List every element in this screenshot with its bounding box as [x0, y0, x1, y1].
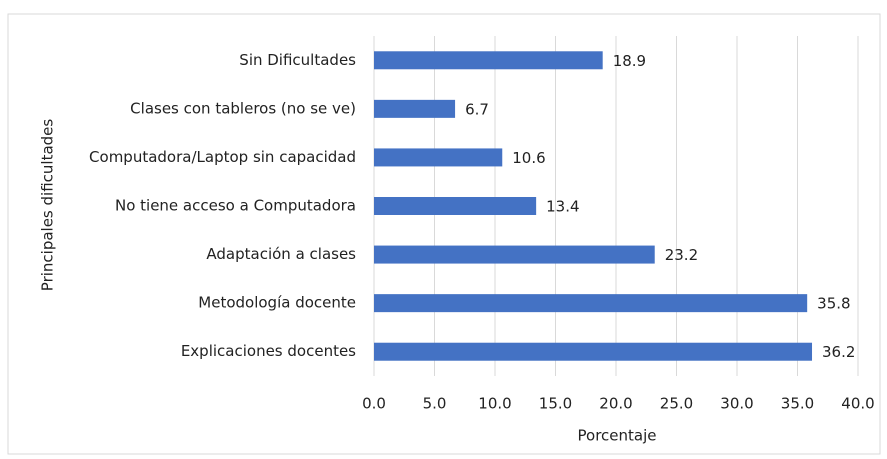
bar — [374, 51, 603, 70]
y-tick-label: Computadora/Laptop sin capacidad — [89, 148, 356, 166]
x-tick-label: 40.0 — [841, 395, 874, 413]
x-tick-label: 5.0 — [423, 395, 447, 413]
y-tick-label: Adaptación a clases — [206, 245, 356, 263]
x-tick-label: 30.0 — [720, 395, 753, 413]
x-axis-title: Porcentaje — [578, 427, 657, 445]
bar — [374, 148, 503, 167]
data-label: 35.8 — [817, 295, 850, 313]
y-axis-title: Principales dificultades — [39, 119, 57, 292]
y-tick-label: No tiene acceso a Computadora — [115, 197, 356, 215]
bar — [374, 245, 655, 264]
y-tick-label: Explicaciones docentes — [181, 342, 356, 360]
bar — [374, 342, 813, 361]
x-tick-label: 10.0 — [478, 395, 511, 413]
y-tick-label: Metodología docente — [198, 294, 356, 312]
x-tick-label: 35.0 — [781, 395, 814, 413]
data-label: 23.2 — [665, 246, 698, 264]
data-label: 36.2 — [822, 343, 855, 361]
data-label: 13.4 — [546, 198, 579, 216]
bar — [374, 294, 808, 313]
x-tick-label: 15.0 — [539, 395, 572, 413]
bar — [374, 99, 456, 118]
x-tick-label: 20.0 — [599, 395, 632, 413]
y-tick-label: Sin Dificultades — [239, 51, 356, 69]
data-label: 6.7 — [465, 100, 489, 118]
data-label: 10.6 — [512, 149, 545, 167]
y-tick-label: Clases con tableros (no se ve) — [130, 99, 356, 117]
bar — [374, 197, 537, 215]
x-tick-label: 25.0 — [660, 395, 693, 413]
chart-border — [7, 13, 881, 455]
x-tick-label: 0.0 — [362, 395, 386, 413]
data-label: 18.9 — [613, 52, 646, 70]
